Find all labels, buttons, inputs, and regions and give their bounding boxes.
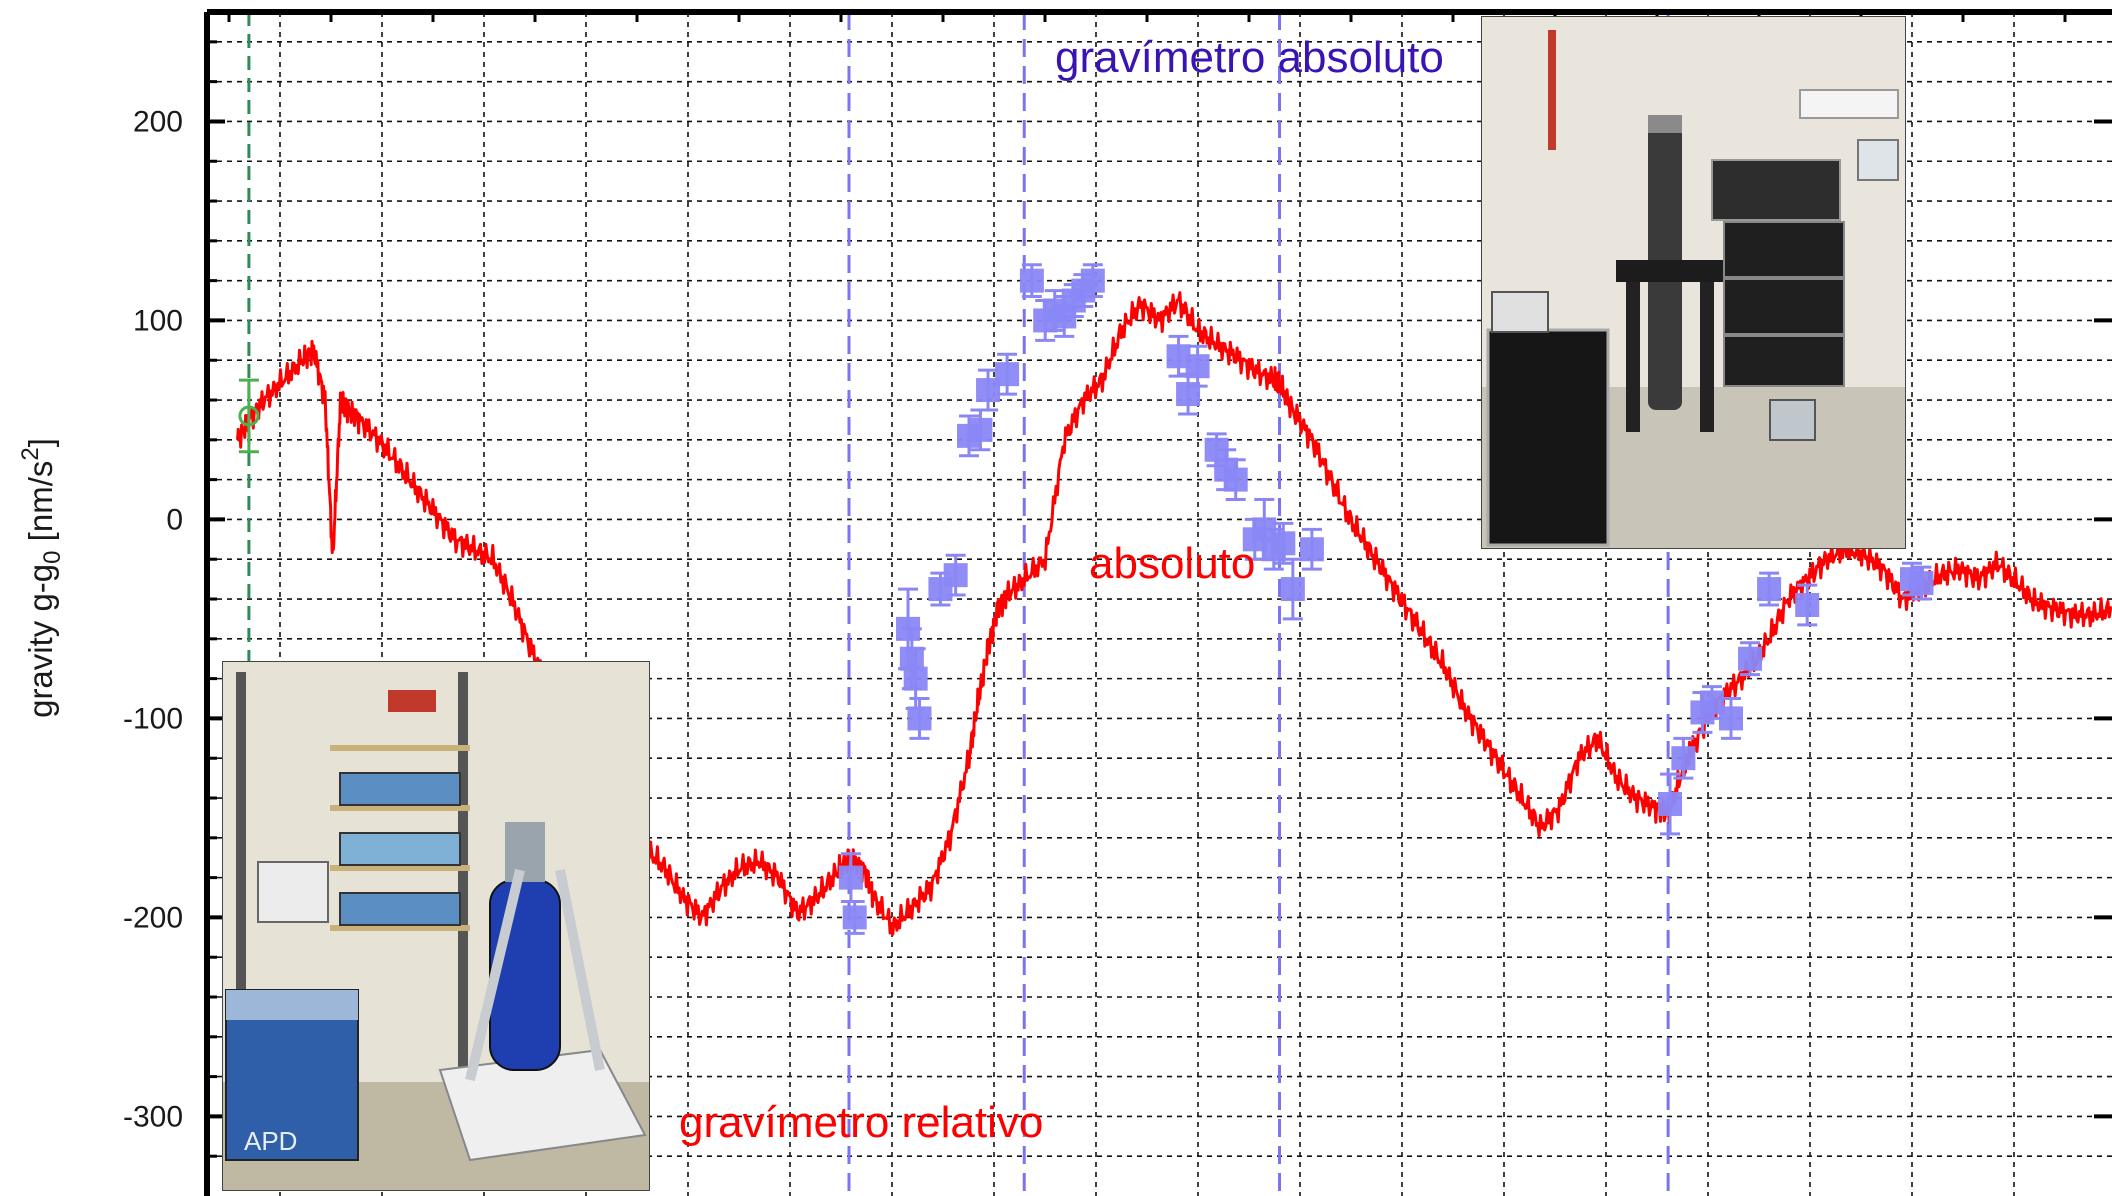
measurement-point xyxy=(1738,641,1763,677)
measurement-point xyxy=(1671,736,1696,780)
gravity-series xyxy=(236,291,2112,936)
marker-square xyxy=(968,417,993,442)
marker-square xyxy=(1909,571,1934,596)
marker-square xyxy=(842,905,867,930)
measurement-point xyxy=(907,697,932,740)
marker-square xyxy=(1185,354,1210,379)
relative-gravimeter-photo: APD xyxy=(222,661,650,1191)
marker-square xyxy=(838,865,863,890)
measurement-point xyxy=(943,553,968,597)
apd-lettering: APD xyxy=(244,1126,297,1156)
measurement-point xyxy=(1280,557,1305,621)
absolute-gravimeter-label: gravímetro absoluto xyxy=(1055,33,1444,82)
measurement-point xyxy=(842,899,867,935)
y-tick-label: -100 xyxy=(123,702,183,735)
marker-square xyxy=(1795,592,1820,617)
marker-square xyxy=(995,362,1020,387)
relative-gravimeter-label: gravímetro relativo xyxy=(679,1098,1043,1147)
marker-square xyxy=(907,706,932,731)
marker-square xyxy=(1719,706,1743,731)
measurement-point xyxy=(1080,263,1105,299)
measurement-point xyxy=(1909,565,1934,601)
y-tick-label: -300 xyxy=(123,1100,183,1133)
marker-square xyxy=(1658,791,1683,816)
y-tick-label: 100 xyxy=(133,304,183,337)
absolute-measurements xyxy=(238,263,1934,935)
marker-square xyxy=(1757,577,1782,602)
y-axis-label: gravity g-g0 [nm/s2] xyxy=(17,438,66,718)
measurement-point xyxy=(1019,263,1044,299)
y-tick-label: -200 xyxy=(123,901,183,934)
marker-square xyxy=(1019,268,1044,293)
y-tick-label: 0 xyxy=(166,503,183,536)
measurement-point xyxy=(1223,458,1248,502)
marker-square xyxy=(1080,268,1105,293)
y-tick-label: 200 xyxy=(133,105,183,138)
marker-square xyxy=(1271,531,1296,556)
measurement-point xyxy=(1299,527,1324,571)
measurement-point xyxy=(238,378,260,454)
marker-square xyxy=(1280,577,1305,602)
measurement-point xyxy=(1271,521,1296,565)
marker-square xyxy=(1738,646,1763,671)
absolute-gravimeter-photo xyxy=(1481,16,1906,549)
measurement-point xyxy=(1719,697,1743,740)
measurement-point xyxy=(995,352,1020,396)
measurement-point xyxy=(1795,583,1820,627)
measurement-point xyxy=(1658,772,1683,836)
measurement-point xyxy=(1757,571,1782,607)
marker-square xyxy=(1671,746,1696,771)
red-gravity-line xyxy=(236,291,2112,936)
marker-square xyxy=(1299,537,1324,562)
measurement-point xyxy=(1185,344,1210,388)
marker-circle xyxy=(238,405,260,427)
absolute-series-label: absoluto xyxy=(1089,539,1255,588)
marker-square xyxy=(903,666,928,691)
marker-square xyxy=(1223,467,1248,492)
marker-square xyxy=(943,563,968,588)
measurement-point xyxy=(838,852,863,903)
